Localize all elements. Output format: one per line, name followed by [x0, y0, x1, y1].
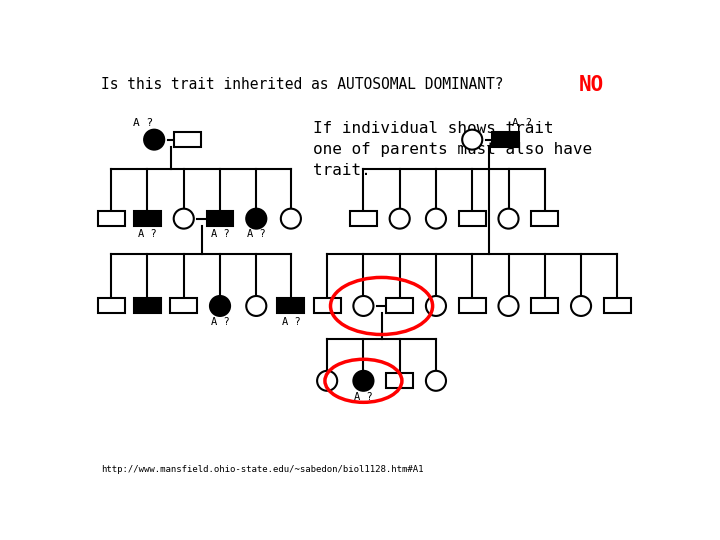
Bar: [531, 299, 558, 313]
Bar: [277, 299, 305, 313]
Ellipse shape: [462, 130, 482, 150]
Bar: [98, 299, 125, 313]
Text: NO: NO: [578, 75, 603, 95]
Ellipse shape: [498, 296, 518, 316]
Ellipse shape: [571, 296, 591, 316]
Ellipse shape: [317, 371, 337, 391]
Ellipse shape: [210, 296, 230, 316]
Bar: [314, 299, 341, 313]
Text: A ?: A ?: [512, 118, 532, 128]
Ellipse shape: [354, 296, 374, 316]
Text: A ?: A ?: [211, 317, 230, 327]
Ellipse shape: [354, 371, 374, 391]
Text: Is this trait inherited as AUTOSOMAL DOMINANT?: Is this trait inherited as AUTOSOMAL DOM…: [101, 77, 504, 92]
Bar: [98, 211, 125, 226]
Ellipse shape: [246, 296, 266, 316]
Bar: [531, 211, 558, 226]
Bar: [387, 373, 413, 388]
Ellipse shape: [246, 208, 266, 228]
Bar: [350, 211, 377, 226]
Text: A ?: A ?: [138, 230, 157, 239]
Ellipse shape: [390, 208, 410, 228]
Bar: [387, 299, 413, 313]
Bar: [492, 132, 519, 147]
Text: A ?: A ?: [354, 392, 373, 402]
Ellipse shape: [426, 296, 446, 316]
Bar: [207, 211, 233, 226]
Text: http://www.mansfield.ohio-state.edu/~sabedon/biol1128.htm#A1: http://www.mansfield.ohio-state.edu/~sab…: [101, 465, 423, 474]
Text: A ?: A ?: [211, 230, 230, 239]
Bar: [174, 132, 201, 147]
Bar: [459, 211, 485, 226]
Ellipse shape: [426, 208, 446, 228]
Bar: [171, 299, 197, 313]
Ellipse shape: [281, 208, 301, 228]
Ellipse shape: [498, 208, 518, 228]
Ellipse shape: [174, 208, 194, 228]
Bar: [134, 211, 161, 226]
Bar: [459, 299, 485, 313]
Ellipse shape: [426, 371, 446, 391]
Bar: [604, 299, 631, 313]
Text: A ?: A ?: [282, 317, 300, 327]
Bar: [134, 299, 161, 313]
Ellipse shape: [144, 130, 164, 150]
Text: If individual shows trait
one of parents must also have
trait.: If individual shows trait one of parents…: [313, 121, 593, 178]
Text: A ?: A ?: [133, 118, 153, 128]
Text: A ?: A ?: [247, 230, 266, 239]
